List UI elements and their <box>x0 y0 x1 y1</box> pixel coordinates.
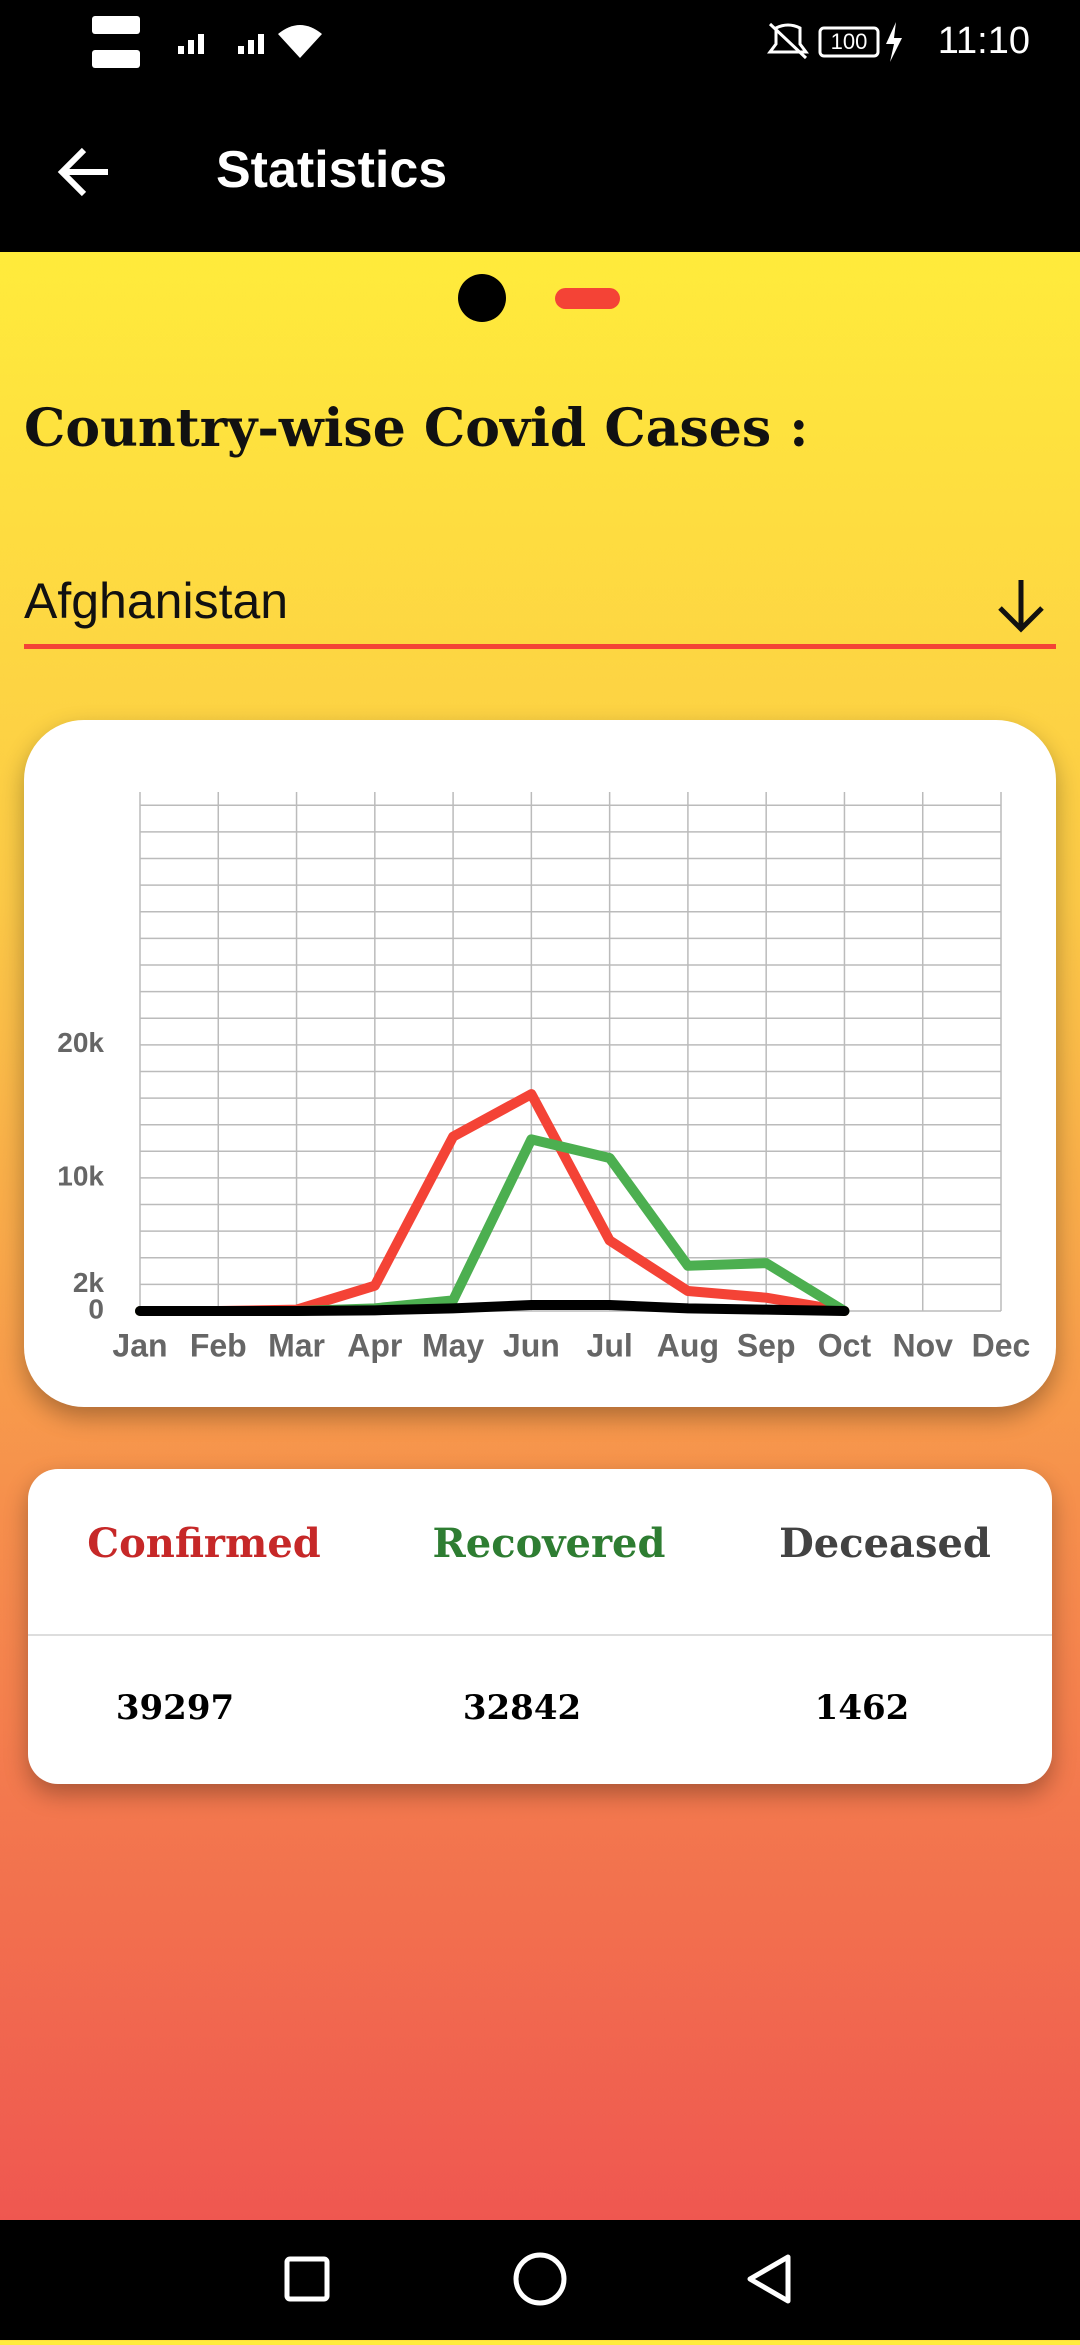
clock: 11:10 <box>938 20 1030 62</box>
back-nav-button[interactable] <box>747 2254 791 2304</box>
wifi-icon <box>278 25 322 58</box>
app-bar-title: Statistics <box>216 141 448 199</box>
battery-icon <box>818 26 880 58</box>
arrow-icon <box>998 580 1044 633</box>
status-icons: 100 11:10 <box>92 16 1030 68</box>
x-tick-label: Jun <box>503 1327 560 1363</box>
x-tick-label: Aug <box>657 1327 719 1363</box>
x-tick-label: Dec <box>972 1327 1031 1363</box>
y-tick-label: 20k <box>57 1027 104 1058</box>
mute-icon <box>767 22 809 60</box>
volte-icon <box>92 50 140 68</box>
x-tick-label: Jul <box>587 1327 633 1363</box>
charging-icon <box>886 22 902 62</box>
y-tick-label: 2k <box>73 1267 105 1298</box>
signal-icon <box>178 34 204 54</box>
x-tick-label: Nov <box>893 1327 954 1363</box>
column-header: Deceased <box>779 1520 991 1567</box>
column-header: Confirmed <box>87 1520 321 1567</box>
x-tick-label: Jan <box>112 1327 167 1363</box>
y-tick-label: 0 <box>88 1293 104 1324</box>
total-value: 39297 <box>115 1688 235 1728</box>
series-line <box>135 1134 850 1316</box>
dropdown-arrow <box>998 580 1044 633</box>
battery-level: 100 <box>831 29 868 54</box>
back-button[interactable] <box>54 142 114 202</box>
indicator-dot-active[interactable] <box>555 288 620 309</box>
recents-button[interactable] <box>284 2256 330 2302</box>
x-tick-label: Sep <box>737 1327 796 1363</box>
totals-card <box>28 1469 1052 1784</box>
indicator-dot[interactable] <box>458 274 506 322</box>
series-line <box>135 1089 850 1316</box>
x-tick-label: Oct <box>818 1327 872 1363</box>
column-header: Recovered <box>432 1520 666 1567</box>
status-bar: 100 11:10 <box>0 0 1080 90</box>
signal-icon <box>238 34 264 54</box>
x-tick-label: Feb <box>190 1327 247 1363</box>
x-tick-label: Mar <box>268 1327 325 1363</box>
total-value: 1462 <box>814 1688 910 1728</box>
x-tick-label: Apr <box>347 1327 402 1363</box>
chart-card: 0 2k 10k 20k Jan Feb Mar Apr May Jun Jul Aug Sep Oct N… <box>24 720 1056 1407</box>
y-tick-label: 10k <box>57 1160 104 1191</box>
app-bar: Statistics <box>0 90 1080 252</box>
series-line <box>135 1300 850 1316</box>
dropdown-value: Afghanistan <box>24 573 289 629</box>
x-tick-label: May <box>422 1327 484 1363</box>
page-indicator <box>458 274 620 322</box>
country-dropdown[interactable]: Afghanistan <box>24 560 1056 649</box>
nav-icons <box>284 2252 791 2306</box>
section-heading: Country-wise Covid Cases : <box>24 398 809 459</box>
volte-icon <box>92 16 140 34</box>
back-arrow <box>57 147 108 197</box>
chart: 02k 10k 20k Jan Feb Mar Apr May Jun Jul Aug Sep Oct N… <box>57 792 1031 1363</box>
divider <box>28 1634 1052 1636</box>
navigation-bar <box>0 2220 1080 2340</box>
total-value: 32842 <box>462 1688 582 1728</box>
home-button[interactable] <box>513 2252 567 2306</box>
